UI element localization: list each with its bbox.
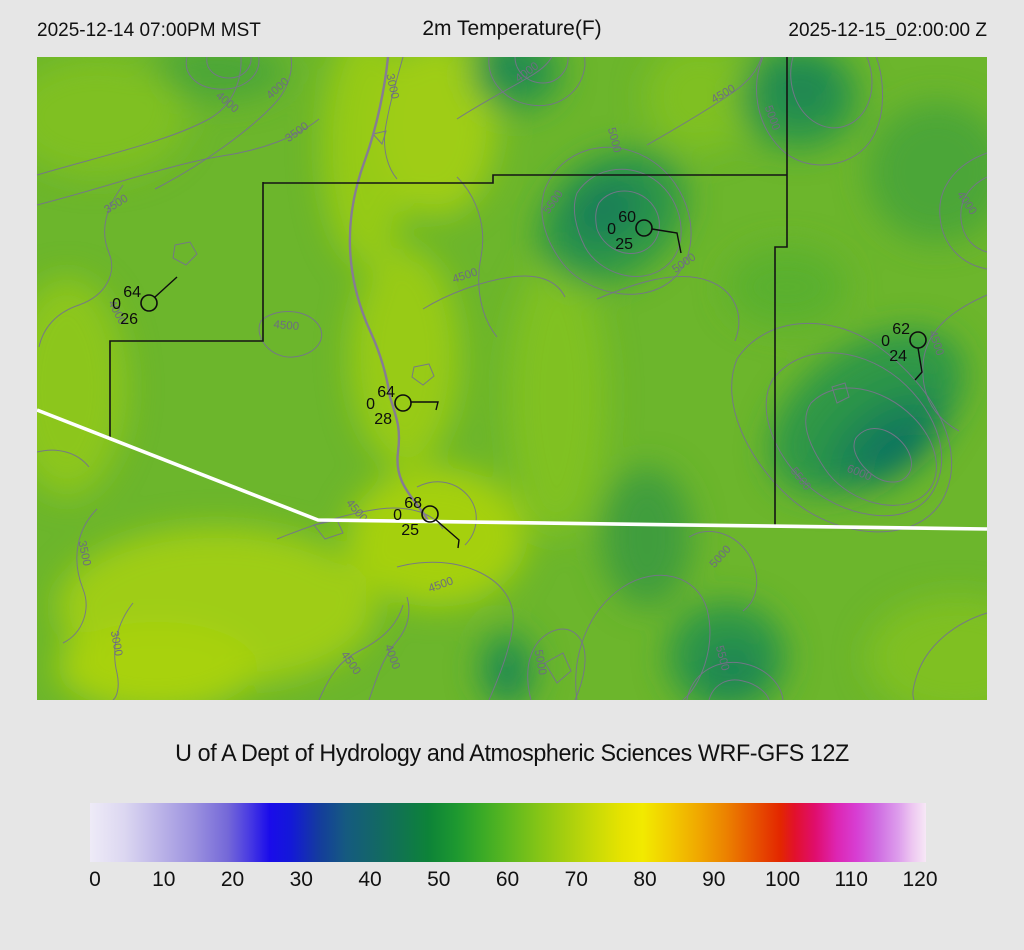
station-circle: [635, 219, 653, 237]
colorbar-tick-label: 50: [427, 868, 451, 891]
colorbar-gradient: [90, 803, 926, 862]
station-mid-value: 0: [881, 333, 890, 350]
colorbar-tick-label: 20: [220, 868, 245, 891]
county-boundaries: [109, 57, 788, 527]
station-temperature: 64: [123, 284, 141, 301]
contour-elevation-label: 3500: [75, 540, 92, 568]
station-mid-value: 0: [393, 507, 402, 524]
state-border-line: [37, 408, 987, 531]
station-mid-value: 0: [607, 221, 616, 238]
wind-barb: [411, 401, 439, 411]
station-dewpoint: 25: [615, 236, 633, 253]
colorbar-tick-label: 80: [633, 868, 657, 891]
temperature-map: 4000 4000 3500 3000 4000 5000 4500 5000 4000 3500…: [37, 57, 987, 700]
valid-time-local: 2025-12-14 07:00PM MST: [37, 20, 261, 41]
colorbar-ticks: 0 10 20 30 40 50 60 70 80 90 100 110 120: [89, 868, 937, 894]
colorbar-tick-label: 110: [834, 868, 868, 891]
colorbar-tick-label: 120: [902, 868, 938, 891]
colorbar-tick-label: 100: [764, 868, 801, 891]
temperature-map-svg: 4000400035003000400050004500500040003500…: [37, 57, 987, 700]
attribution-caption: U of A Dept of Hydrology and Atmospheric…: [175, 740, 849, 767]
colorbar-tick-label: 70: [564, 868, 588, 891]
station-dewpoint: 25: [401, 522, 419, 539]
contour-elevation-label: 3000: [383, 73, 400, 101]
station-circle: [394, 394, 412, 412]
contour-elevation-label: 4500: [273, 319, 300, 333]
colorbar-tick-label: 90: [702, 868, 726, 891]
station-mid-value: 0: [366, 396, 375, 413]
station-circle: [909, 331, 927, 349]
station-temperature: 64: [377, 384, 395, 401]
station-dewpoint: 24: [889, 348, 907, 365]
station-temperature: 68: [404, 495, 422, 512]
map-title: 2m Temperature(F): [422, 17, 602, 40]
wind-barb: [914, 347, 923, 381]
contour-elevation-label: 3000: [108, 630, 124, 657]
station-mid-value: 0: [112, 296, 121, 313]
colorbar-tick-label: 40: [358, 868, 382, 891]
wind-barb: [651, 228, 682, 254]
station-dewpoint: 26: [120, 311, 138, 328]
station-circle: [421, 505, 439, 523]
colorbar-tick-label: 30: [289, 868, 313, 891]
station-dewpoint: 28: [374, 411, 392, 428]
contour-elevation-label: 5000: [532, 649, 548, 676]
highway-line: [348, 57, 430, 523]
colorbar-tick-label: 60: [495, 868, 520, 891]
station-temperature: 62: [892, 321, 910, 338]
station-circle: [140, 294, 158, 312]
elevation-contours: [37, 57, 987, 700]
temperature-field-blobs: [37, 57, 987, 700]
colorbar-tick-label: 10: [152, 868, 176, 891]
station-temperature: 60: [618, 209, 636, 226]
colorbar-tick-label: 0: [89, 868, 101, 891]
wind-barb: [154, 276, 178, 298]
wind-barb: [435, 519, 460, 549]
valid-time-utc: 2025-12-15_02:00:00 Z: [788, 20, 987, 41]
